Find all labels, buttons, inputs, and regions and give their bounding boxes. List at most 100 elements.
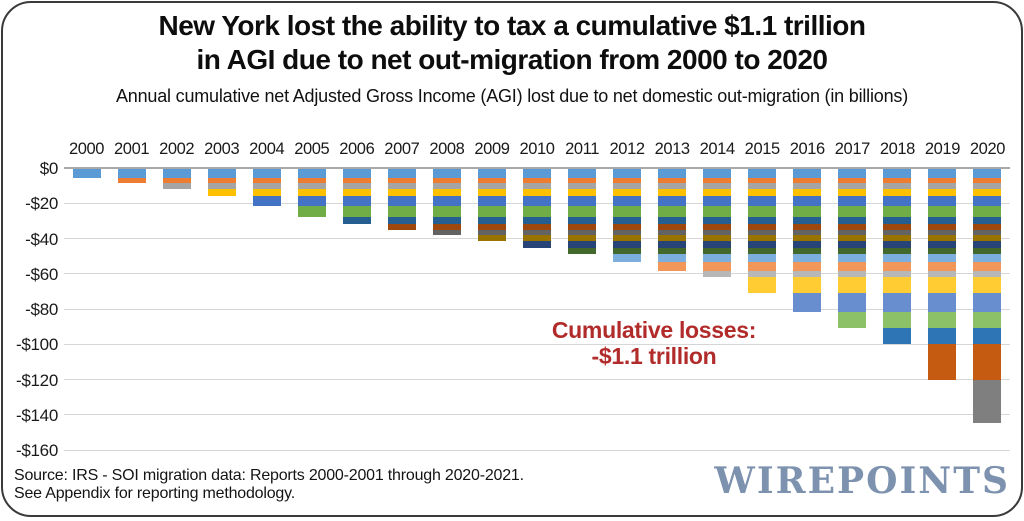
segment-2004	[432, 196, 461, 206]
segment-2008	[658, 229, 687, 236]
segment-2006	[748, 216, 777, 224]
segment-2002	[658, 183, 687, 190]
y-tick-label: $0	[39, 159, 59, 178]
segment-2010	[658, 241, 687, 249]
x-tick-label-2011: 2011	[565, 140, 599, 158]
segment-2002	[432, 183, 461, 190]
segment-2001	[162, 177, 191, 184]
source-note: Source: IRS - SOI migration data: Report…	[14, 467, 524, 503]
segment-2006	[432, 216, 461, 224]
segment-2010	[793, 241, 822, 249]
segment-2004	[477, 196, 506, 206]
segment-2008	[613, 229, 642, 236]
segment-2015	[928, 277, 957, 294]
segment-2004	[297, 196, 326, 206]
bar-2001	[117, 169, 146, 184]
segment-2002	[297, 183, 326, 190]
segment-2001	[658, 177, 687, 184]
segment-2009	[523, 235, 551, 242]
segment-2001	[432, 177, 461, 184]
gridline-120	[64, 379, 1010, 380]
segment-2011	[793, 248, 822, 254]
x-tick-label-2020: 2020	[969, 140, 1006, 158]
segment-2014	[748, 271, 777, 278]
segment-2006	[838, 216, 867, 224]
segment-2001	[613, 177, 642, 184]
segment-2005	[928, 205, 957, 217]
segment-2013	[973, 262, 1002, 272]
segment-2014	[703, 271, 732, 278]
segment-2004	[973, 196, 1002, 206]
segment-2014	[973, 271, 1002, 278]
x-tick-label-2016: 2016	[789, 140, 826, 158]
segment-2003	[748, 189, 777, 197]
source-line1: Source: IRS - SOI migration data: Report…	[14, 467, 524, 484]
segment-2010	[928, 241, 957, 249]
segment-2001	[748, 177, 777, 184]
y-tick-label: -$20	[25, 194, 58, 214]
segment-2009	[613, 235, 642, 242]
chart-title-line1: New York lost the ability to tax a cumul…	[158, 10, 866, 41]
segment-2003	[523, 189, 551, 197]
segment-2001	[342, 177, 371, 184]
segment-2018	[973, 328, 1002, 345]
segment-2009	[748, 235, 777, 242]
segment-2006	[973, 216, 1002, 224]
x-tick-label-2014: 2014	[699, 140, 736, 158]
segment-2013	[928, 262, 957, 272]
segment-2003	[973, 189, 1002, 197]
segment-2007	[523, 223, 551, 230]
segment-2000	[613, 169, 642, 178]
segment-2010	[973, 241, 1002, 249]
segment-2001	[973, 177, 1002, 184]
segment-2014	[928, 271, 957, 278]
gridline-140	[64, 414, 1010, 416]
segment-2004	[838, 196, 867, 206]
segment-2000	[703, 169, 732, 178]
x-tick-label-2007: 2007	[384, 140, 420, 158]
segment-2005	[793, 205, 822, 217]
segment-2015	[793, 277, 822, 294]
segment-2002	[162, 183, 191, 190]
segment-2003	[207, 189, 236, 197]
segment-2004	[568, 196, 597, 206]
segment-2002	[342, 183, 371, 190]
segment-2007	[613, 223, 642, 230]
segment-2012	[973, 253, 1002, 263]
bar-2011	[568, 169, 597, 254]
segment-2010	[568, 241, 597, 249]
segment-2000	[477, 169, 506, 178]
segment-2013	[793, 262, 822, 272]
segment-2013	[703, 262, 732, 272]
segment-2001	[568, 177, 597, 184]
gridline-160	[64, 449, 1010, 451]
x-tick-label-2017: 2017	[834, 140, 871, 158]
segment-2008	[748, 229, 777, 236]
segment-2015	[973, 277, 1002, 294]
segment-2003	[297, 189, 326, 197]
segment-2016	[883, 293, 912, 312]
segment-2005	[658, 205, 687, 217]
segment-2017	[838, 311, 867, 329]
x-tick-label-2004: 2004	[249, 140, 285, 158]
segment-2002	[252, 183, 281, 190]
bar-2014	[703, 169, 732, 278]
segment-2011	[748, 248, 777, 254]
bar-2013	[658, 169, 687, 272]
segment-2016	[793, 293, 822, 312]
segment-2017	[883, 311, 912, 329]
segment-2007	[658, 223, 687, 230]
source-line2: See Appendix for reporting methodology.	[14, 485, 295, 502]
segment-2010	[838, 241, 867, 249]
x-tick-label-2019: 2019	[924, 140, 961, 158]
segment-2002	[523, 183, 551, 190]
segment-2000	[387, 169, 416, 178]
segment-2007	[568, 223, 597, 230]
segment-2007	[838, 223, 867, 230]
segment-2008	[477, 229, 506, 236]
bar-2018	[883, 169, 912, 345]
segment-2011	[568, 248, 597, 254]
segment-2019	[973, 344, 1002, 380]
segment-2006	[477, 216, 506, 224]
segment-2006	[793, 216, 822, 224]
